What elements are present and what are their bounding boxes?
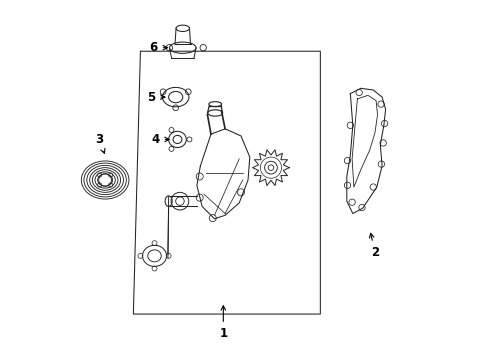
Text: 1: 1: [219, 306, 227, 340]
Text: 2: 2: [369, 233, 378, 259]
Text: 4: 4: [151, 133, 169, 146]
Text: 5: 5: [147, 91, 164, 104]
Text: 3: 3: [95, 133, 105, 153]
Text: 6: 6: [149, 41, 167, 54]
